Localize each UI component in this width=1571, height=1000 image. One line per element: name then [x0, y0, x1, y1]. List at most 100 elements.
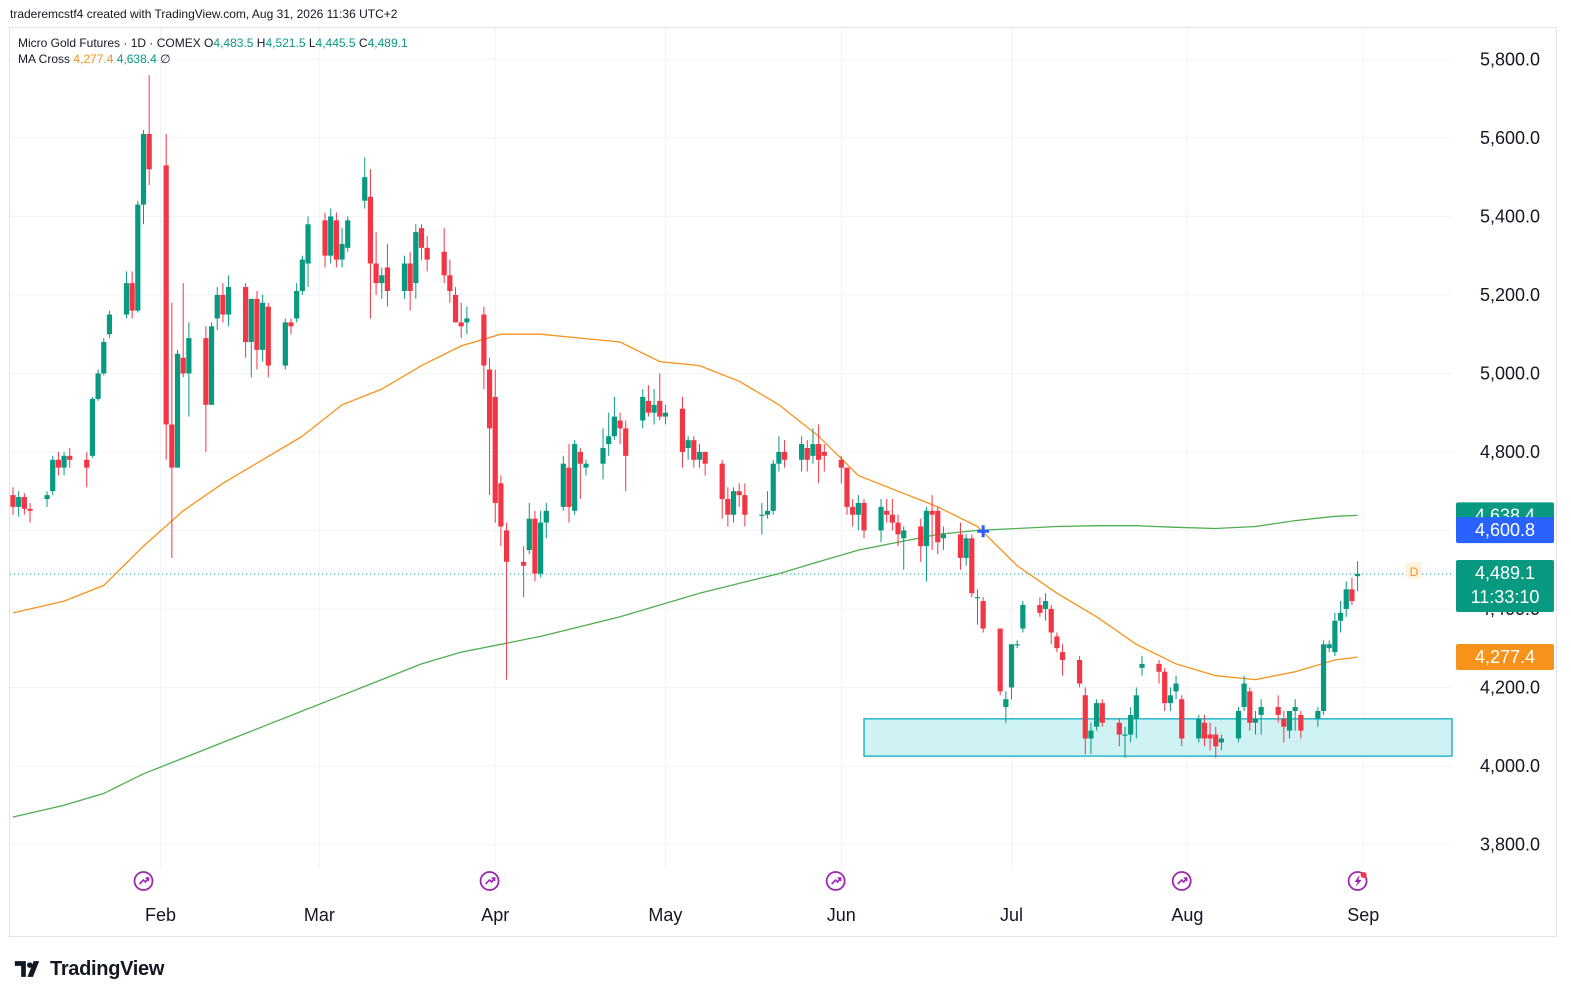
candle-body: [180, 357, 186, 374]
legend-symbol: Micro Gold Futures · 1D · COMEX: [18, 36, 201, 50]
candle: [980, 597, 986, 633]
candle-body: [861, 502, 867, 531]
candle-body: [884, 510, 890, 515]
price-tag-label: 4,277.4: [1475, 647, 1535, 667]
candle-body: [702, 451, 708, 464]
candle-body: [305, 224, 311, 264]
alert-event-icon[interactable]: [1347, 871, 1368, 891]
candle: [1218, 734, 1225, 751]
candle-body: [725, 499, 731, 515]
candle-body: [84, 459, 90, 468]
candle-body: [640, 396, 646, 421]
candle: [418, 224, 425, 260]
candle-body: [1292, 707, 1298, 711]
candle: [305, 216, 311, 288]
candle: [1076, 656, 1083, 688]
candle: [759, 502, 765, 535]
candle: [1014, 640, 1020, 649]
candle-body: [288, 322, 294, 327]
candle-body: [339, 243, 345, 260]
candle: [1128, 707, 1134, 743]
legend-indicator-row[interactable]: MA Cross 4,277.4 4,638.4 ∅: [18, 51, 408, 67]
candle-body: [1116, 722, 1122, 735]
candle-body: [384, 267, 391, 291]
candle: [1207, 722, 1213, 751]
candle: [1354, 561, 1361, 592]
candle-body: [696, 451, 703, 460]
candle-body: [1042, 601, 1049, 609]
candle-body: [1082, 695, 1088, 739]
candle-body: [918, 526, 924, 547]
candle: [781, 440, 788, 468]
split-event-icon[interactable]: [133, 871, 154, 891]
candle-body: [282, 322, 288, 366]
candle: [1173, 675, 1179, 700]
y-tick-label: 5,000.0: [1480, 363, 1540, 383]
candle: [10, 487, 16, 515]
candle-body: [208, 326, 215, 405]
candle-body: [685, 440, 691, 448]
candle-body: [1037, 605, 1043, 613]
y-tick-label: 5,600.0: [1480, 128, 1540, 148]
candle: [498, 475, 504, 547]
candle-body: [1320, 644, 1327, 711]
candle: [577, 448, 583, 500]
candle: [770, 459, 776, 515]
candle: [362, 157, 368, 209]
candle-body: [560, 463, 566, 507]
candle: [1167, 687, 1173, 711]
legend-low-label: L: [308, 36, 316, 50]
x-month-label: Jul: [1000, 905, 1023, 925]
candle-body: [1258, 707, 1264, 715]
candle-body: [27, 508, 33, 511]
candle-body: [980, 601, 986, 629]
ma-cross-marker: [977, 525, 990, 538]
candle-body: [611, 416, 617, 437]
chart-frame: [9, 27, 1557, 937]
legend-symbol-row[interactable]: Micro Gold Futures · 1D · COMEX O4,483.5…: [18, 35, 408, 51]
candle-body: [163, 165, 169, 425]
candle-body: [407, 263, 413, 291]
candle-body: [1088, 730, 1094, 739]
ma-slow-line: [12, 514, 1358, 818]
candle: [719, 459, 725, 519]
candle: [322, 212, 328, 268]
candle: [696, 444, 703, 468]
candle: [345, 216, 351, 252]
candle: [923, 506, 930, 582]
split-event-icon[interactable]: [479, 871, 500, 891]
candle-body: [736, 491, 742, 496]
legend-ma-fast: 4,277.4: [73, 52, 114, 66]
footer-branding[interactable]: TradingView: [12, 956, 164, 982]
candle: [957, 522, 964, 570]
candle-body: [679, 408, 686, 452]
candle: [220, 283, 226, 323]
candle: [804, 440, 810, 472]
candle: [776, 436, 782, 472]
candle-body: [1099, 703, 1105, 723]
candle: [1258, 699, 1264, 735]
candle-body: [1241, 683, 1247, 708]
split-event-icon[interactable]: [1171, 871, 1192, 891]
candle-body: [901, 530, 907, 539]
candle-body: [799, 444, 805, 460]
candle: [730, 487, 737, 523]
candle-body: [816, 444, 822, 460]
candle: [1116, 718, 1122, 747]
candle-body: [532, 518, 538, 574]
candle: [1082, 687, 1088, 755]
candle: [208, 322, 215, 405]
candle-body: [1020, 605, 1026, 629]
candle: [1196, 714, 1202, 743]
candle-body: [106, 314, 113, 335]
candle: [89, 396, 96, 458]
candle-body: [243, 287, 249, 343]
candle-body: [623, 428, 629, 456]
split-event-icon[interactable]: [825, 871, 846, 891]
candle: [1003, 691, 1009, 723]
price-tag-bg: [1456, 559, 1554, 612]
candle-body: [1139, 663, 1145, 668]
candle: [889, 499, 895, 531]
candle: [1337, 601, 1344, 633]
